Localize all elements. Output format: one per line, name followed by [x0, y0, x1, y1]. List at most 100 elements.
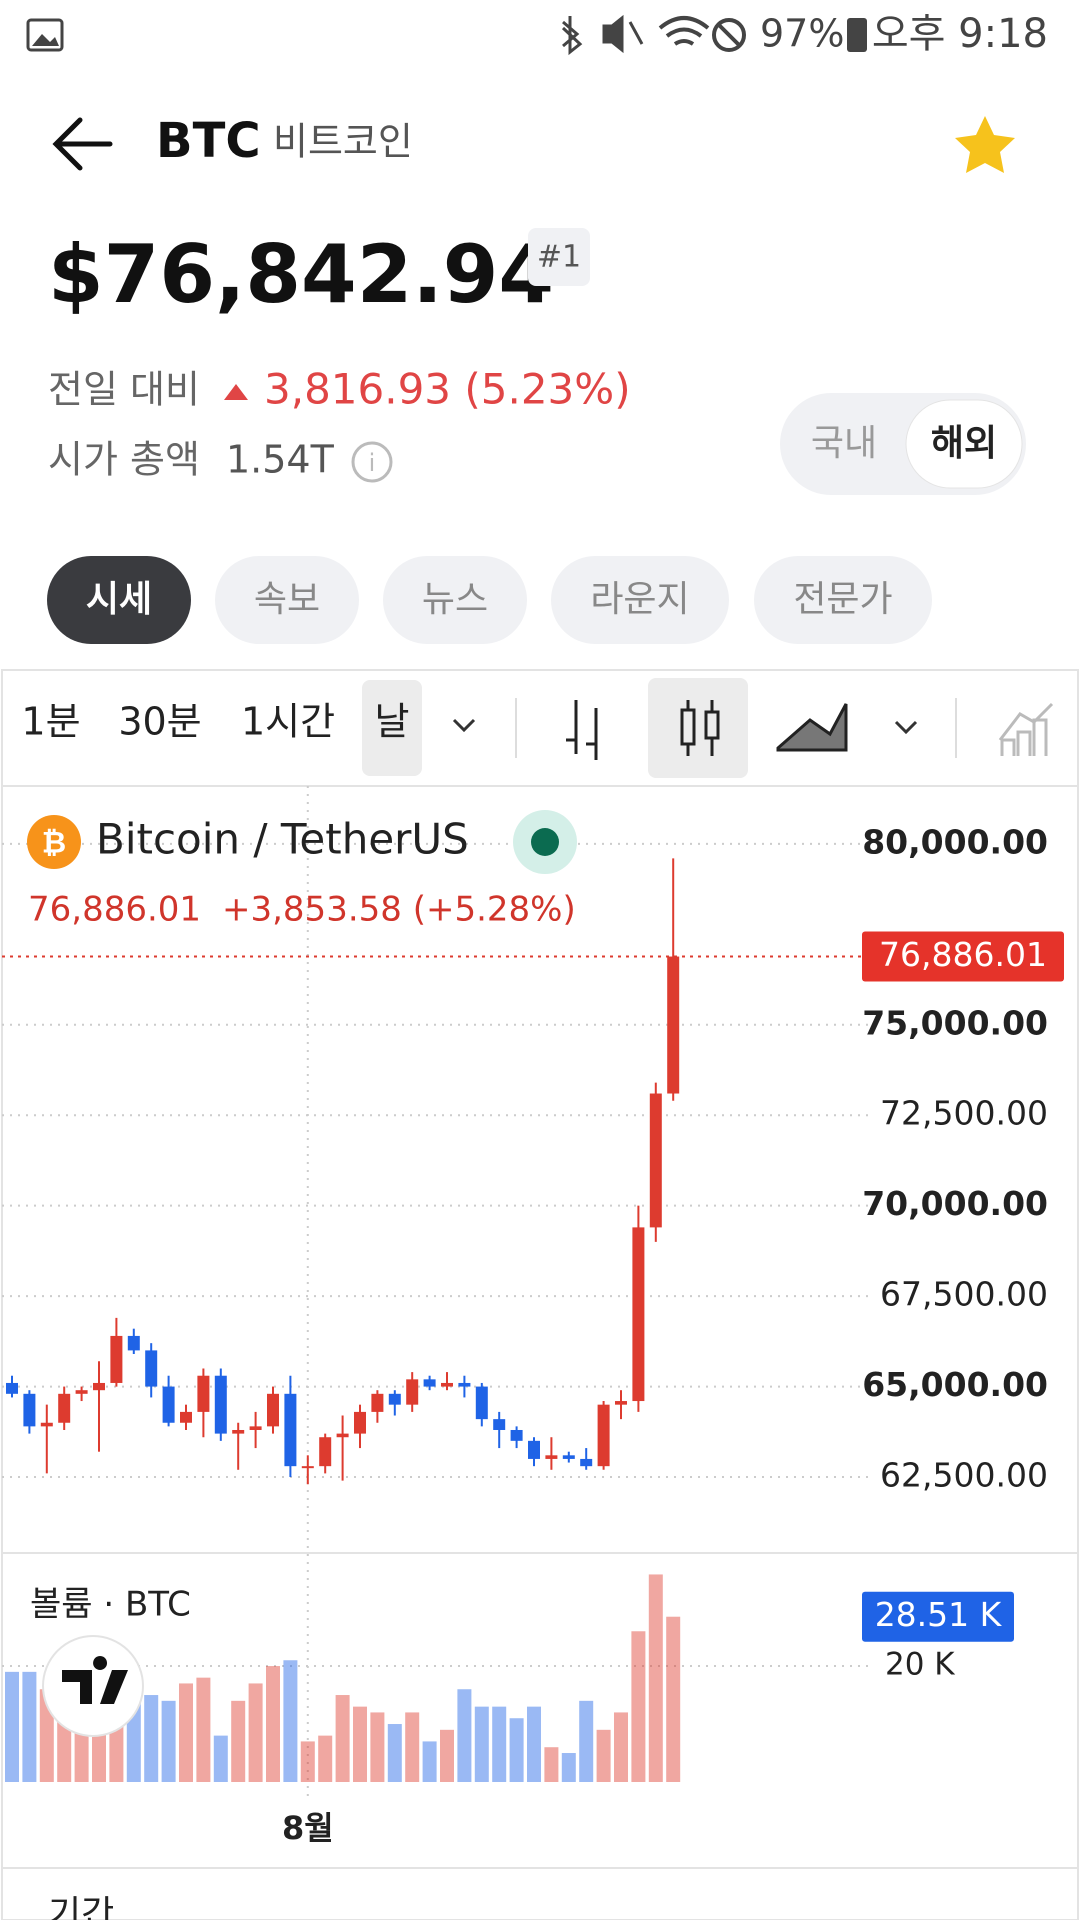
- bluetooth-icon: [561, 16, 583, 56]
- volume-bar: [283, 1660, 298, 1782]
- market-status: [531, 828, 559, 856]
- volume-bar: [300, 1741, 315, 1782]
- candle-body: [406, 1379, 419, 1405]
- volume-bar: [266, 1666, 280, 1782]
- tab[interactable]: 뉴스: [422, 579, 488, 620]
- candle-body: [510, 1429, 523, 1441]
- dnd-icon-line: [717, 23, 741, 47]
- mute-icon: [602, 14, 644, 54]
- battery-percent: 97%: [760, 12, 844, 56]
- tab[interactable]: 전문가: [793, 579, 892, 620]
- candle-body: [528, 1440, 540, 1459]
- market-cap-label: 시가 총액: [48, 438, 200, 482]
- tab-bg[interactable]: [551, 556, 729, 644]
- interval[interactable]: 날: [375, 700, 410, 744]
- tradingview-logo-bg[interactable]: [42, 1635, 144, 1737]
- volume-bar: [196, 1677, 211, 1782]
- market-option[interactable]: 국내: [811, 423, 877, 464]
- volume-bar: [179, 1683, 193, 1782]
- volume-bar: [666, 1616, 681, 1782]
- info-icon-glyph: i: [369, 449, 376, 477]
- candle-body: [127, 1335, 140, 1351]
- volume-bar: [5, 1671, 19, 1782]
- candle-type-icon-2: [704, 710, 720, 740]
- area-chart-type[interactable]: [776, 703, 848, 752]
- price: $76,842.94: [48, 228, 554, 321]
- last-volume-box: [862, 1591, 1014, 1642]
- bar-chart-type[interactable]: [566, 700, 598, 760]
- candle-body: [580, 1458, 593, 1467]
- gallery-icon: [26, 18, 64, 52]
- volume-bar: [248, 1683, 263, 1782]
- volume-bar: [631, 1631, 646, 1782]
- candle-body: [667, 956, 680, 1094]
- candle-type-selected-bg: [648, 678, 748, 778]
- y-tick-label: 62,500.00: [880, 1456, 1048, 1495]
- candle-type-icon[interactable]: [680, 708, 696, 746]
- candle-body: [354, 1411, 366, 1434]
- change-value: 3,816.93 (5.23%): [264, 365, 631, 414]
- candle-body: [371, 1393, 384, 1412]
- market-toggle-selected: [905, 399, 1023, 489]
- clock: 오후 9:18: [872, 11, 1048, 57]
- volume-bar: [405, 1712, 420, 1782]
- last-price-label: 76,886.01: [879, 935, 1047, 974]
- volume-bar: [457, 1689, 472, 1782]
- candle-body: [23, 1393, 36, 1427]
- candle-body: [597, 1404, 610, 1467]
- candle-body: [441, 1382, 453, 1387]
- volume-bar: [353, 1706, 367, 1782]
- candle-body: [110, 1335, 123, 1383]
- y-tick-label: 80,000.00: [862, 822, 1048, 861]
- volume-bar: [22, 1671, 37, 1782]
- y-tick-label: 75,000.00: [862, 1003, 1048, 1042]
- candle-body: [458, 1382, 471, 1387]
- tab[interactable]: 속보: [254, 579, 320, 620]
- back-button[interactable]: [52, 117, 113, 171]
- interval[interactable]: 1시간: [241, 700, 335, 744]
- candle-body: [162, 1386, 175, 1423]
- market-option[interactable]: 해외: [931, 423, 997, 464]
- gallery-icon-shape: [32, 34, 59, 46]
- candle-body: [493, 1419, 506, 1430]
- volume-bar: [544, 1747, 559, 1782]
- dnd-icon: [712, 18, 746, 52]
- candle-body: [75, 1390, 88, 1394]
- x-tick-label: 8월: [282, 1809, 334, 1847]
- tab-bg[interactable]: [383, 556, 527, 644]
- candle-body: [145, 1350, 158, 1387]
- volume-bar: [596, 1729, 611, 1782]
- volume-bar: [422, 1741, 437, 1782]
- indicators-button[interactable]: [998, 702, 1054, 756]
- tab[interactable]: 라운지: [590, 579, 689, 620]
- volume-bar: [509, 1718, 524, 1782]
- favorite-star[interactable]: [955, 116, 1015, 173]
- interval[interactable]: 30분: [118, 700, 201, 744]
- last-volume-label: 28.51 K: [875, 1595, 1003, 1634]
- volume-bar: [440, 1729, 454, 1782]
- info-icon[interactable]: [351, 441, 393, 483]
- tab-bg[interactable]: [47, 556, 191, 644]
- chart-type-dropdown[interactable]: [894, 720, 918, 735]
- interval-selected-bg: [362, 680, 422, 776]
- candle-body: [40, 1422, 53, 1427]
- tab[interactable]: 시세: [86, 579, 152, 620]
- change-label: 전일 대비: [48, 368, 200, 412]
- coin-name: 비트코인: [273, 120, 413, 164]
- candle-body: [249, 1426, 262, 1430]
- tab-bg[interactable]: [754, 556, 932, 644]
- volume-bar: [318, 1735, 333, 1782]
- volume-bar: [474, 1706, 489, 1782]
- btc-logo: [27, 815, 81, 869]
- candle-body: [336, 1433, 349, 1438]
- interval-dropdown[interactable]: [452, 718, 476, 733]
- last-price-box: [862, 931, 1064, 982]
- interval[interactable]: 1분: [21, 700, 80, 744]
- legend-change: +3,853.58 (+5.28%): [222, 890, 576, 930]
- candle-body: [319, 1437, 332, 1467]
- tab-bg[interactable]: [215, 556, 359, 644]
- rank: #1: [537, 240, 581, 275]
- rank-badge: [528, 228, 590, 286]
- candle-body: [615, 1401, 627, 1405]
